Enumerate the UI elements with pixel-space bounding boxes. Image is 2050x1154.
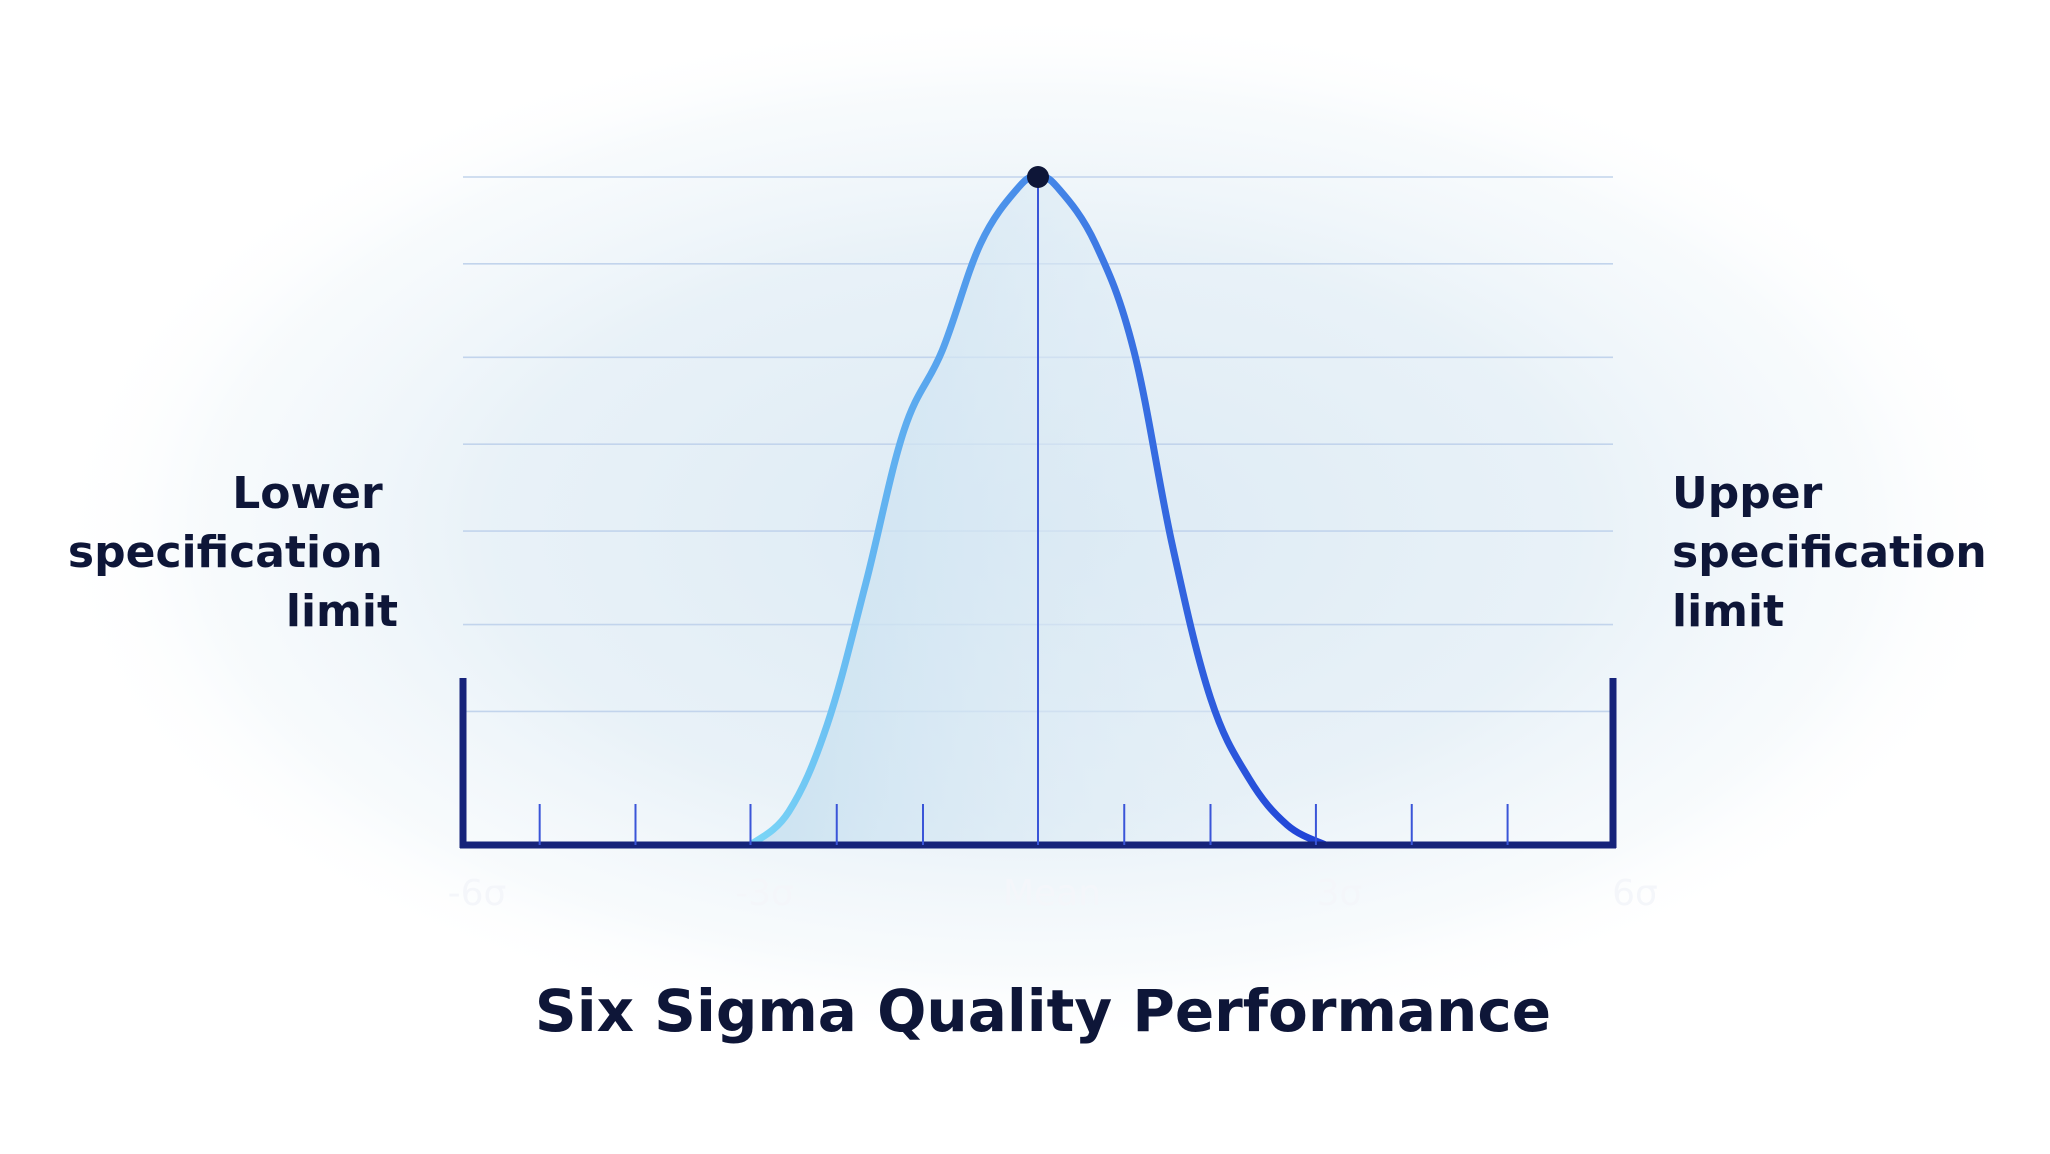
peak-marker	[1027, 166, 1049, 188]
x-axis-tick-label: -6σ	[448, 873, 507, 914]
x-axis-ticks	[538, 804, 1509, 845]
x-axis-tick-label: -3σ	[735, 873, 794, 914]
lower-spec-limit-label: Lower specification limit	[68, 468, 398, 637]
upper-spec-limit-label: Upper specification limit	[1672, 468, 2002, 637]
chart-title: Six Sigma Quality Performance	[535, 977, 1551, 1045]
x-axis-tick-label: 3σ	[1317, 873, 1363, 914]
x-axis-tick-label: Mean	[1003, 873, 1101, 914]
x-axis-tick-label: 6σ	[1612, 873, 1658, 914]
x-axis-tick-labels: -6σ -3σ Mean 3σ 6σ	[448, 873, 1658, 914]
